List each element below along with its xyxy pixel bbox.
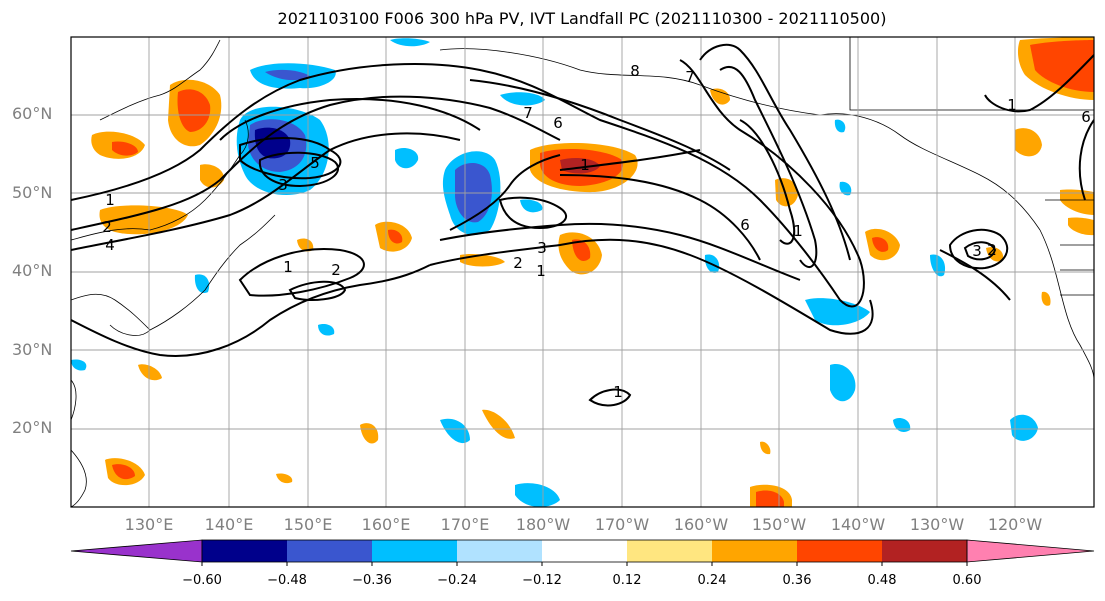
lon-label: 170°E (440, 515, 490, 534)
contour-label: 2 (513, 254, 523, 272)
contour-label: 1 (1007, 96, 1017, 114)
colorbar-extend-low (70, 539, 203, 563)
contour-label: 7 (523, 104, 533, 122)
lat-label: 30°N (12, 340, 53, 359)
colorbar-segment (627, 540, 712, 562)
colorbar-segment (457, 540, 542, 562)
lat-label: 20°N (12, 418, 53, 437)
contour-label: 7 (685, 68, 695, 86)
lat-label: 40°N (12, 261, 53, 280)
colorbar-segment (202, 540, 287, 562)
colorbar-segment (712, 540, 797, 562)
lon-label: 170°W (594, 515, 650, 534)
colorbar-tick-label: 0.60 (952, 573, 982, 588)
lon-label: 150°E (283, 515, 333, 534)
contour-label: 6 (553, 114, 563, 132)
colorbar-segment (542, 540, 627, 562)
contour-label: 5 (310, 154, 320, 172)
contour-label: 6 (740, 216, 750, 234)
contour-label: 4 (105, 236, 115, 254)
contour-label: 8 (630, 62, 640, 80)
colorbar-tick-label: 0.12 (612, 573, 642, 588)
lon-label: 140°E (204, 515, 254, 534)
contour-label: 2 (987, 241, 997, 259)
contour-label: 1 (536, 262, 546, 280)
lon-label: 160°E (361, 515, 411, 534)
contour-label: 1 (793, 222, 803, 240)
contour-label: 1 (580, 156, 590, 174)
lon-label: 180°W (515, 515, 571, 534)
gridlines (71, 37, 1094, 507)
colorbar-segment (287, 540, 372, 562)
lat-label: 60°N (12, 104, 53, 123)
contour-label: 3 (278, 176, 288, 194)
colorbar-tick-label: −0.24 (437, 573, 477, 588)
colorbar-tick-label: 0.48 (867, 573, 897, 588)
lon-label: 140°W (830, 515, 886, 534)
lat-label: 50°N (12, 183, 53, 202)
lon-label: 150°W (751, 515, 807, 534)
contour-label: 1 (613, 383, 623, 401)
colorbar-segment (882, 540, 967, 562)
contour-label: 2 (102, 218, 112, 236)
map-title: 2021103100 F006 300 hPa PV, IVT Landfall… (277, 9, 887, 28)
colorbar-tick-label: 0.36 (782, 573, 812, 588)
coastlines (71, 37, 1094, 507)
colorbar-tick-label: −0.12 (522, 573, 562, 588)
contour-label: 2 (331, 261, 341, 279)
colorbar-outline (201, 539, 968, 563)
colorbar-segment (372, 540, 457, 562)
contour-label: 6 (1081, 108, 1091, 126)
contour-label: 3 (537, 239, 547, 257)
colorbar-tick-label: 0.24 (697, 573, 727, 588)
colorbar-tick-label: −0.48 (267, 573, 307, 588)
colorbar-extend-high (966, 539, 1095, 563)
contour-label: 1 (105, 191, 115, 209)
contour-labels: 1 2 4 3 5 6 7 1 3 2 1 6 7 8 1 2 1 3 2 1 … (102, 62, 1091, 401)
ivt-contours (71, 43, 1094, 407)
lon-label: 130°W (909, 515, 965, 534)
lon-label: 160°W (673, 515, 729, 534)
lon-label: 130°E (124, 515, 174, 534)
colorbar-tick-label: −0.60 (182, 573, 222, 588)
colorbar (70, 539, 1095, 566)
colorbar-tick-label: −0.36 (352, 573, 392, 588)
lon-label: 120°W (987, 515, 1043, 534)
map-border (70, 36, 1095, 508)
contour-label: 3 (972, 242, 982, 260)
positive-pv-anomalies (91, 37, 1094, 507)
colorbar-segment (797, 540, 882, 562)
contour-label: 1 (283, 258, 293, 276)
